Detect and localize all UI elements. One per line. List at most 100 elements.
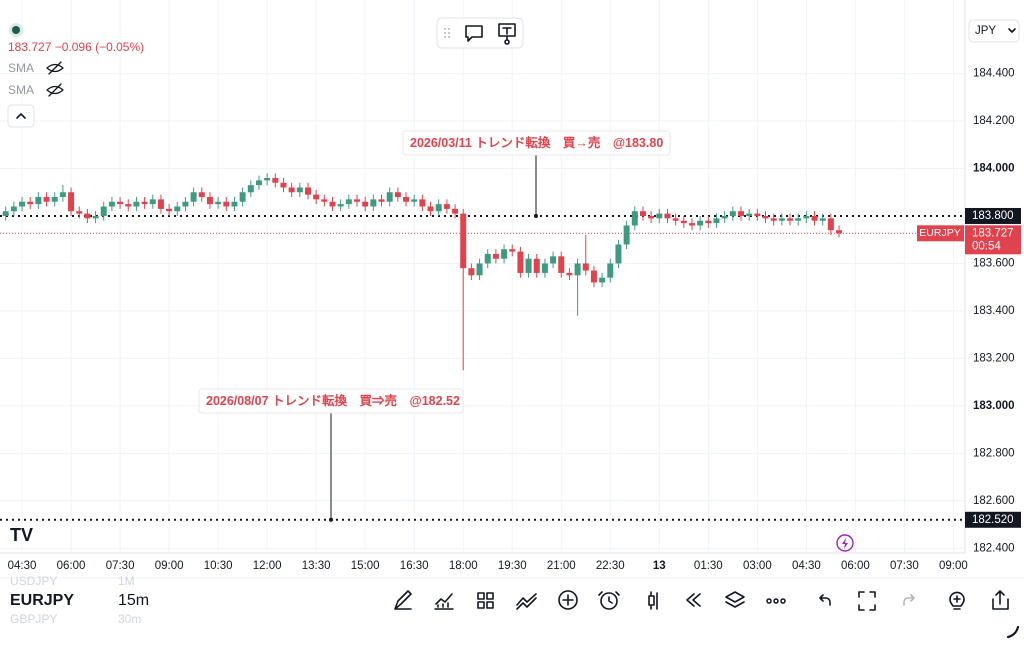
symbol-prev[interactable]: USDJPY [10, 574, 57, 588]
candle-body [631, 211, 638, 226]
last-price-tag [965, 225, 1021, 255]
resize-handle[interactable] [1006, 625, 1020, 639]
price-change: 183.727 −0.096 (−0.05%) [8, 40, 144, 54]
compare-icon[interactable] [516, 593, 537, 610]
candle-body [345, 199, 352, 205]
interval-next[interactable]: 30m [118, 612, 141, 626]
candle-body [656, 213, 663, 219]
x-tick-label: 21:00 [547, 560, 576, 572]
share-icon[interactable] [992, 590, 1009, 610]
candle-body [762, 215, 769, 219]
candle-body [174, 206, 181, 212]
collapse-button[interactable] [7, 104, 35, 128]
more-icon[interactable] [766, 598, 786, 604]
x-tick-label: 04:30 [8, 560, 37, 572]
y-tick-label: 182.600 [973, 495, 1015, 507]
candle-body [648, 215, 655, 219]
candle-body [778, 218, 785, 221]
price-tag-label: 183.800 [972, 210, 1014, 222]
hidden-icon[interactable] [46, 83, 64, 97]
alert-icon[interactable] [598, 591, 620, 610]
redo-icon[interactable] [903, 594, 915, 606]
annotation-box[interactable] [402, 130, 671, 156]
x-tick-label: 19:30 [498, 560, 527, 572]
indicator-name: SMA [8, 83, 34, 97]
price-tag [965, 511, 1021, 528]
currency-select[interactable] [968, 19, 1020, 43]
y-tick-label: 183.000 [973, 400, 1015, 412]
x-tick-label: 15:00 [351, 560, 380, 572]
symbol-tag [917, 225, 964, 242]
candle-body [599, 277, 606, 283]
candle-body [329, 201, 336, 207]
candle-body [566, 272, 573, 276]
candle-body [770, 218, 777, 221]
annotation-box[interactable] [198, 388, 464, 414]
draw-icon[interactable] [394, 590, 412, 610]
indicators-icon[interactable] [434, 593, 454, 610]
candle-body [239, 192, 246, 202]
candle-body [354, 199, 361, 202]
lightning-icon[interactable] [836, 534, 854, 552]
interval-prev[interactable]: 1M [118, 574, 135, 588]
annotation-text: 2026/08/07 トレンド転換 買⇒売 @182.52 [206, 393, 460, 408]
candle-body [182, 201, 189, 207]
candle-body [125, 204, 132, 207]
candle-body [206, 196, 213, 205]
ideas-icon[interactable] [949, 591, 965, 610]
candle-body [231, 201, 238, 207]
candle-body [787, 218, 794, 221]
candle-body [615, 244, 622, 264]
time-axis: 04:30 06:00 07:30 09:00 10:30 12:00 13:30 15:00… [8, 560, 968, 572]
x-tick-label: 06:00 [57, 560, 86, 572]
layers-icon[interactable] [725, 591, 745, 608]
x-tick-label: 13 [653, 560, 666, 572]
candle-body [639, 211, 646, 216]
collapse-arrow [16, 113, 26, 119]
candle-body [607, 263, 614, 278]
candle-body [533, 258, 540, 273]
comment-icon[interactable] [465, 25, 483, 42]
symbol-next[interactable]: GBPJPY [10, 612, 57, 626]
lightning-glyph [842, 538, 848, 549]
x-tick-label: 03:00 [743, 560, 772, 572]
candle-body [419, 199, 426, 207]
fullscreen-icon[interactable] [858, 591, 876, 611]
candle-body [664, 213, 671, 219]
candle-body [133, 201, 140, 207]
bottom-toolbar [394, 590, 1020, 639]
candle-body [403, 196, 410, 202]
candle-body [272, 178, 279, 183]
candle-body [84, 213, 91, 219]
undo-icon[interactable] [819, 594, 831, 606]
candle-body [754, 213, 761, 216]
candle-body [746, 213, 753, 216]
indicator-name: SMA [8, 61, 34, 75]
interval-current[interactable]: 15m [118, 592, 149, 609]
x-tick-label: 06:00 [841, 560, 870, 572]
candle-body [729, 211, 736, 216]
x-tick-label: 22:30 [596, 560, 625, 572]
candle-body [738, 211, 744, 216]
candle-body [51, 196, 58, 202]
hidden-icon[interactable] [46, 61, 64, 75]
drag-handle[interactable] [444, 28, 450, 38]
candle-body [117, 201, 124, 205]
candle-body [296, 187, 303, 193]
candle-body [443, 204, 450, 209]
templates-icon[interactable] [477, 592, 494, 609]
bar-style-icon[interactable] [648, 591, 658, 610]
price-tag [965, 207, 1021, 224]
add-icon[interactable] [558, 590, 578, 610]
x-tick-label: 10:30 [204, 560, 233, 572]
candle-body [215, 201, 222, 205]
candle-body [541, 263, 548, 273]
plot [0, 173, 965, 521]
text-icon[interactable] [498, 23, 516, 45]
candle-body [76, 211, 83, 214]
symbol-tag-label: EURJPY [919, 227, 960, 239]
candle-body [68, 192, 75, 212]
replay-icon[interactable] [686, 593, 701, 607]
symbol-current[interactable]: EURJPY [10, 592, 74, 609]
